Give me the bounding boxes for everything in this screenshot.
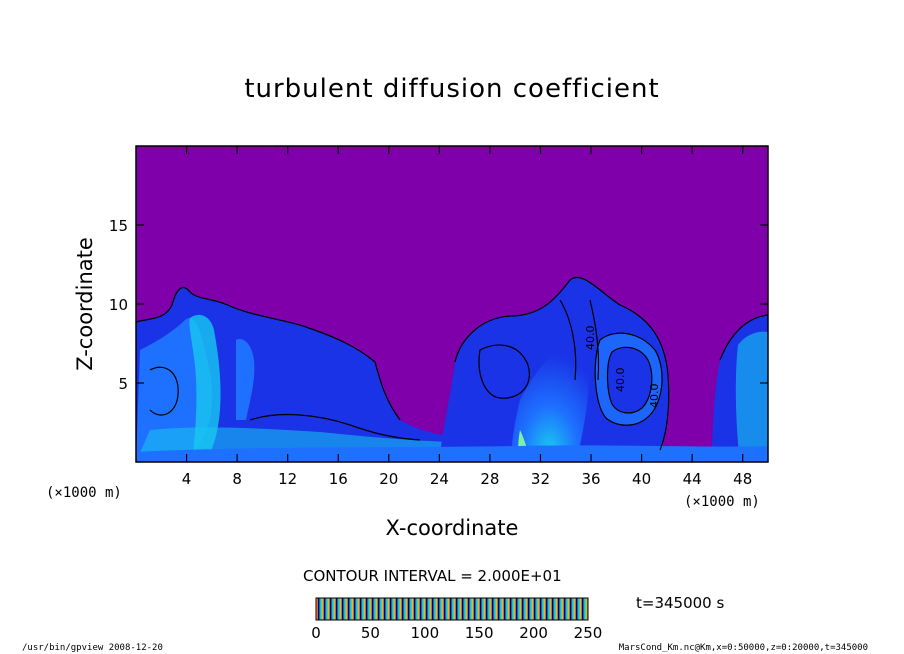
x-tick-label: 12 [278, 470, 297, 488]
colorbar-tick-label: 50 [360, 624, 380, 642]
x-tick-label: 40 [632, 470, 651, 488]
x-tick-label: 4 [182, 470, 192, 488]
x-unit-label: (×1000 m) [684, 494, 760, 510]
y-tick-label: 5 [118, 375, 128, 393]
x-tick-label: 48 [733, 470, 752, 488]
contour-label: 40.0 [584, 326, 597, 351]
z-unit-label: (×1000 m) [46, 485, 122, 501]
x-tick-label: 24 [430, 470, 449, 488]
turbulence-highlight-left [136, 318, 213, 462]
chart-title: turbulent diffusion coefficient [244, 74, 660, 104]
turbulence-region-left [136, 287, 480, 462]
y-tick-label: 15 [109, 217, 128, 235]
turbulence-field: 40.0 40.0 40.0 [136, 277, 768, 462]
colorbar-tick-label: 200 [519, 624, 548, 642]
colorbar-tick-label: 150 [464, 624, 494, 642]
contour-label-group: 40.0 40.0 40.0 [584, 326, 661, 409]
x-tick-label: 20 [379, 470, 398, 488]
y-axis-title: Z-coordinate [73, 237, 97, 371]
colorbar-tick-label: 250 [573, 624, 603, 642]
x-axis-title: X-coordinate [386, 516, 519, 540]
x-tick-label: 16 [329, 470, 348, 488]
x-tick-label: 8 [232, 470, 242, 488]
x-tick-label: 36 [581, 470, 600, 488]
y-axis: 5 10 15 [109, 217, 768, 393]
time-label: t=345000 s [636, 594, 725, 612]
x-axis: 4 8 12 16 20 24 28 32 36 40 44 48 [182, 146, 752, 488]
x-tick-label: 32 [531, 470, 550, 488]
contour-interval-label: CONTOUR INTERVAL = 2.000E+01 [303, 567, 562, 585]
colorbar-tick-label: 100 [410, 624, 440, 642]
footer-left: /usr/bin/gpview 2008-12-20 [22, 643, 163, 653]
x-tick-label: 44 [683, 470, 702, 488]
colorbar [315, 597, 589, 621]
contour-label: 40.0 [648, 384, 661, 409]
contour-label: 40.0 [614, 368, 627, 393]
x-tick-label: 28 [480, 470, 499, 488]
y-tick-label: 10 [109, 296, 128, 314]
footer-right: MarsCond_Km.nc@Km,x=0:50000,z=0:20000,t=… [618, 643, 868, 653]
colorbar-tick-label: 0 [311, 624, 321, 642]
contour-lines [136, 277, 768, 451]
